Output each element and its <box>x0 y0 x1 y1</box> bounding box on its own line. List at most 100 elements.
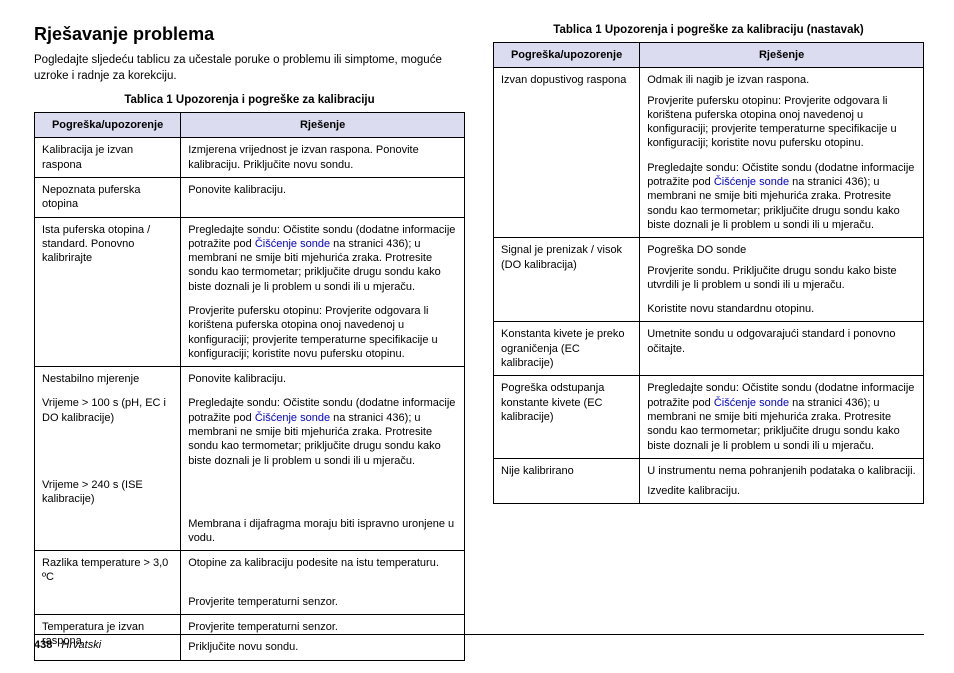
solution-cell: Pregledajte sondu: Očistite sondu (dodat… <box>181 217 465 299</box>
cell-paragraph: Pregledajte sondu: Očistite sondu (dodat… <box>647 161 916 232</box>
solution-cell: Otopine za kalibraciju podesite na istu … <box>181 551 465 590</box>
table2-header-solution: Rješenje <box>640 43 924 68</box>
table2-body: Izvan dopustivog raspona Odmak ili nagib … <box>494 68 924 504</box>
cell-paragraph: Izvan dopustivog raspona <box>501 73 632 87</box>
cross-reference-link[interactable]: Čišćenje sonde <box>714 397 789 409</box>
error-cell: Ista puferska otopina / standard. Ponovn… <box>35 217 181 299</box>
table1-caption: Tablica 1 Upozorenja i pogreške za kalib… <box>34 94 465 106</box>
intro-paragraph: Pogledajte sljedeću tablicu za učestale … <box>34 53 465 84</box>
cross-reference-link[interactable]: Čišćenje sonde <box>255 238 330 250</box>
table-row: Nije kalibrirano U instrumentu nema pohra… <box>494 458 924 504</box>
solution-cell: Provjerite pufersku otopinu: Provjerite … <box>181 299 465 367</box>
solution-cell: Koristite novu standardnu otopinu. <box>640 297 924 322</box>
cell-paragraph: Provjerite temperaturni senzor. <box>188 620 457 634</box>
error-cell: Nestabilno mjerenje <box>35 367 181 392</box>
table-row: Provjerite temperaturni senzor. <box>35 590 465 615</box>
cell-paragraph: Umetnite sondu u odgovarajući standard i… <box>647 327 916 356</box>
cell-paragraph: Odmak ili nagib je izvan raspona. <box>647 73 916 87</box>
cell-paragraph: Koristite novu standardnu otopinu. <box>647 302 916 316</box>
cell-paragraph: Ista puferska otopina / standard. Ponovn… <box>42 223 173 266</box>
solution-cell: Pregledajte sondu: Očistite sondu (dodat… <box>640 156 924 238</box>
table1-header-error: Pogreška/upozorenje <box>35 113 181 138</box>
error-cell: Vrijeme > 100 s (pH, EC i DO kalibracije… <box>35 391 181 472</box>
cell-paragraph: Ponovite kalibraciju. <box>188 372 457 386</box>
cell-paragraph: Pregledajte sondu: Očistite sondu (dodat… <box>188 223 457 294</box>
solution-cell: U instrumentu nema pohranjenih podataka … <box>640 458 924 504</box>
error-cell: Konstanta kivete je preko ograničenja (E… <box>494 322 640 376</box>
cell-paragraph: Provjerite sondu. Priključite drugu sond… <box>647 264 916 293</box>
cell-paragraph: Provjerite temperaturni senzor. <box>188 595 457 609</box>
cross-reference-link[interactable]: Čišćenje sonde <box>714 176 789 188</box>
table-row: Nestabilno mjerenje Ponovite kalibraciju. <box>35 367 465 392</box>
table-row: Izvan dopustivog raspona Odmak ili nagib … <box>494 68 924 156</box>
error-cell <box>494 297 640 322</box>
solution-cell: Provjerite temperaturni senzor. <box>181 590 465 615</box>
solution-cell: Izmjerena vrijednost je izvan raspona. P… <box>181 138 465 178</box>
error-cell: Izvan dopustivog raspona <box>494 68 640 156</box>
cell-paragraph: Konstanta kivete je preko ograničenja (E… <box>501 327 632 370</box>
solution-cell: Umetnite sondu u odgovarajući standard i… <box>640 322 924 376</box>
page-footer: 438 Hrvatski <box>34 634 924 651</box>
cell-paragraph: U instrumentu nema pohranjenih podataka … <box>647 464 916 478</box>
error-cell <box>35 512 181 551</box>
table2-header-error: Pogreška/upozorenje <box>494 43 640 68</box>
cell-paragraph: Ponovite kalibraciju. <box>188 183 457 197</box>
error-cell: Razlika temperature > 3,0 ºC <box>35 551 181 590</box>
error-cell: Signal je prenizak / visok (DO kalibraci… <box>494 238 640 297</box>
cell-paragraph: Izmjerena vrijednost je izvan raspona. P… <box>188 143 457 172</box>
section-heading: Rješavanje problema <box>34 24 465 45</box>
error-cell <box>35 590 181 615</box>
solution-cell: Pregledajte sondu: Očistite sondu (dodat… <box>181 391 465 472</box>
solution-cell: Odmak ili nagib je izvan raspona. Provjer… <box>640 68 924 156</box>
solution-cell <box>181 473 465 512</box>
table-row: Vrijeme > 240 s (ISE kalibracije) <box>35 473 465 512</box>
cell-paragraph: Membrana i dijafragma moraju biti isprav… <box>188 517 457 546</box>
cell-paragraph: Signal je prenizak / visok (DO kalibraci… <box>501 243 632 272</box>
cell-paragraph: Provjerite pufersku otopinu: Provjerite … <box>647 94 916 151</box>
error-cell: Nije kalibrirano <box>494 458 640 504</box>
table-row: Razlika temperature > 3,0 ºC Otopine za k… <box>35 551 465 590</box>
solution-cell: Pogreška DO sondeProvjerite sondu. Prikl… <box>640 238 924 297</box>
cell-paragraph: Kalibracija je izvan raspona <box>42 143 173 172</box>
table-row: Pogreška odstupanja konstante kivete (EC… <box>494 376 924 458</box>
error-cell: Nepoznata puferska otopina <box>35 177 181 217</box>
cell-paragraph: Pregledajte sondu: Očistite sondu (dodat… <box>188 396 457 467</box>
two-column-layout: Rješavanje problema Pogledajte sljedeću … <box>34 24 924 614</box>
error-cell: Vrijeme > 240 s (ISE kalibracije) <box>35 473 181 512</box>
table-row: Kalibracija je izvan raspona Izmjerena vr… <box>35 138 465 178</box>
page: Rješavanje problema Pogledajte sljedeću … <box>0 0 954 673</box>
error-cell <box>494 156 640 238</box>
error-cell <box>35 299 181 367</box>
table-row: Konstanta kivete je preko ograničenja (E… <box>494 322 924 376</box>
solution-cell: Membrana i dijafragma moraju biti isprav… <box>181 512 465 551</box>
table2: Pogreška/upozorenje Rješenje Izvan dopus… <box>493 42 924 504</box>
table1-body: Kalibracija je izvan raspona Izmjerena vr… <box>35 138 465 660</box>
table-row: Vrijeme > 100 s (pH, EC i DO kalibracije… <box>35 391 465 472</box>
cell-paragraph: Nepoznata puferska otopina <box>42 183 173 212</box>
cross-reference-link[interactable]: Čišćenje sonde <box>255 412 330 424</box>
right-column: Tablica 1 Upozorenja i pogreške za kalib… <box>493 24 924 614</box>
table-row: Signal je prenizak / visok (DO kalibraci… <box>494 238 924 297</box>
cell-paragraph: Razlika temperature > 3,0 ºC <box>42 556 173 585</box>
error-cell: Pogreška odstupanja konstante kivete (EC… <box>494 376 640 458</box>
page-number: 438 <box>34 639 52 651</box>
table-row: Provjerite pufersku otopinu: Provjerite … <box>35 299 465 367</box>
cell-paragraph: Nije kalibrirano <box>501 464 632 478</box>
table-row: Pregledajte sondu: Očistite sondu (dodat… <box>494 156 924 238</box>
solution-cell: Ponovite kalibraciju. <box>181 177 465 217</box>
table-row: Membrana i dijafragma moraju biti isprav… <box>35 512 465 551</box>
solution-cell: Ponovite kalibraciju. <box>181 367 465 392</box>
cell-paragraph: Pregledajte sondu: Očistite sondu (dodat… <box>647 381 916 452</box>
cell-paragraph: Otopine za kalibraciju podesite na istu … <box>188 556 457 570</box>
language-label: Hrvatski <box>61 639 101 651</box>
cell-paragraph: Nestabilno mjerenje <box>42 372 173 386</box>
table-row: Koristite novu standardnu otopinu. <box>494 297 924 322</box>
table-row: Ista puferska otopina / standard. Ponovn… <box>35 217 465 299</box>
cell-paragraph: Vrijeme > 100 s (pH, EC i DO kalibracije… <box>42 396 173 425</box>
table2-caption: Tablica 1 Upozorenja i pogreške za kalib… <box>493 24 924 36</box>
solution-cell: Pregledajte sondu: Očistite sondu (dodat… <box>640 376 924 458</box>
cell-paragraph: Izvedite kalibraciju. <box>647 484 916 498</box>
error-cell: Kalibracija je izvan raspona <box>35 138 181 178</box>
table1: Pogreška/upozorenje Rješenje Kalibracija… <box>34 112 465 661</box>
table-row: Nepoznata puferska otopina Ponovite kalib… <box>35 177 465 217</box>
